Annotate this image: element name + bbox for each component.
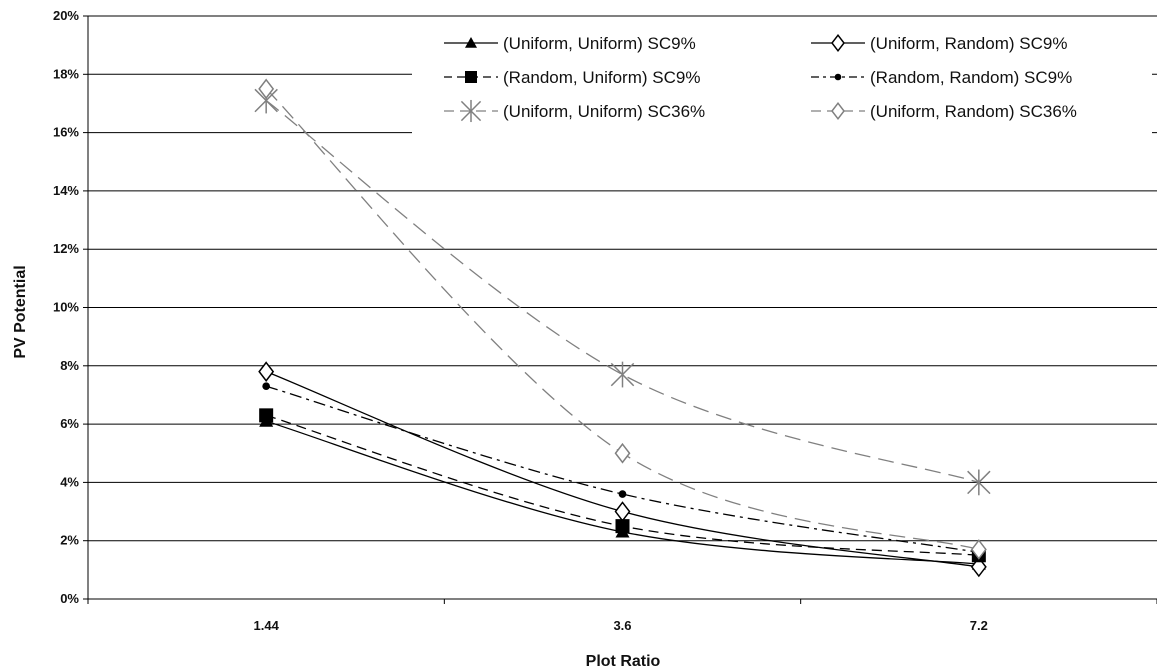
y-tick-label: 8%: [60, 358, 79, 373]
data-point: [258, 361, 275, 382]
data-point: [834, 73, 842, 81]
data-point: [970, 556, 987, 578]
series-line: [265, 100, 980, 484]
legend-label: (Uniform, Random) SC36%: [870, 102, 1077, 121]
y-tick-label: 18%: [53, 66, 79, 81]
legend-item: (Uniform, Uniform) SC9%: [444, 34, 696, 53]
legend-item: (Uniform, Random) SC9%: [811, 33, 1067, 53]
y-axis-title: PV Potential: [12, 265, 29, 358]
data-point: [465, 71, 477, 83]
data-point: [259, 408, 274, 423]
data-point: [614, 442, 631, 464]
data-point: [460, 99, 482, 123]
x-axis-title: Plot Ratio: [586, 653, 661, 670]
x-tick-label: 3.6: [613, 618, 631, 633]
legend-item: (Uniform, Random) SC36%: [811, 101, 1077, 121]
data-point: [614, 501, 631, 522]
data-point: [610, 361, 635, 388]
series-lines: [254, 78, 991, 578]
legend-background: [412, 22, 1152, 140]
x-tick-label: 7.2: [970, 618, 988, 633]
y-tick-label: 10%: [53, 300, 79, 315]
y-tick-label: 2%: [60, 533, 79, 548]
legend-item: (Random, Random) SC9%: [811, 68, 1072, 87]
y-tick-label: 6%: [60, 416, 79, 431]
y-tick-label: 12%: [53, 241, 79, 256]
legend-label: (Random, Random) SC9%: [870, 68, 1072, 87]
data-point: [615, 519, 630, 534]
legend-label: (Uniform, Uniform) SC36%: [503, 102, 705, 121]
y-tick-label: 0%: [60, 591, 79, 606]
data-point: [618, 490, 627, 498]
legend-label: (Uniform, Uniform) SC9%: [503, 34, 696, 53]
series-4: [254, 87, 991, 496]
data-point: [262, 382, 271, 391]
y-tick-label: 4%: [60, 474, 79, 489]
data-point: [831, 101, 845, 121]
legend-item: (Random, Uniform) SC9%: [444, 68, 700, 87]
data-point: [831, 33, 845, 53]
series-5: [258, 78, 987, 560]
legend: (Uniform, Uniform) SC9% (Uniform, Random)…: [412, 22, 1152, 140]
data-point: [967, 469, 991, 496]
data-point: [258, 78, 275, 100]
data-point: [970, 539, 987, 560]
series-1: [258, 361, 987, 578]
y-tick-label: 20%: [53, 8, 79, 23]
series-line: [265, 88, 980, 551]
series-2: [259, 408, 986, 563]
data-point: [465, 37, 477, 48]
legend-label: (Random, Uniform) SC9%: [503, 68, 700, 87]
legend-label: (Uniform, Random) SC9%: [870, 34, 1067, 53]
axes: 0% 2% 4% 6% 8% 10% 12% 14% 16% 18% 20% 1.44 3.6 7.2: [53, 8, 1157, 633]
legend-item: (Uniform, Uniform) SC36%: [444, 99, 705, 123]
x-tick-label: 1.44: [254, 618, 280, 633]
y-tick-label: 16%: [53, 125, 79, 140]
y-tick-label: 14%: [53, 183, 79, 198]
